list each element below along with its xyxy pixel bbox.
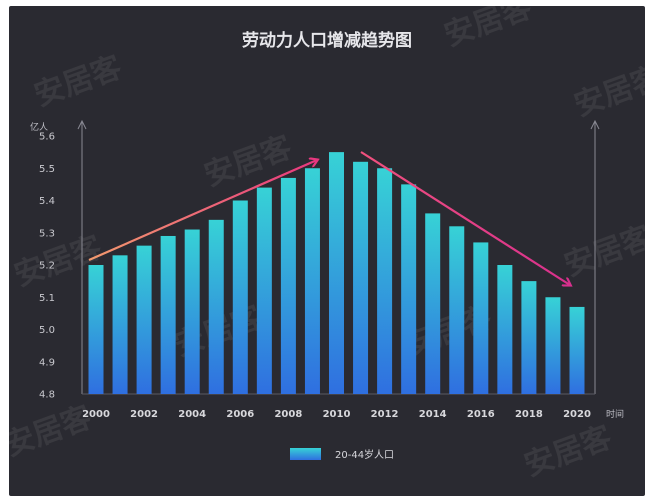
y-tick-label: 4.9 bbox=[39, 357, 55, 368]
y-tick-label: 5.4 bbox=[39, 196, 55, 207]
bar-2019 bbox=[545, 297, 561, 394]
bar-2015 bbox=[449, 226, 465, 394]
x-tick-label: 2020 bbox=[563, 409, 591, 420]
bar-2004 bbox=[184, 229, 200, 394]
bar-2016 bbox=[473, 242, 489, 394]
legend-label: 20-44岁人口 bbox=[335, 448, 394, 461]
y-tick-label: 5.0 bbox=[39, 325, 55, 336]
x-axis-label: 时间 bbox=[606, 408, 624, 420]
bar-2006 bbox=[232, 200, 248, 394]
watermark: 安居客 bbox=[570, 60, 645, 124]
x-tick-label: 2006 bbox=[226, 409, 254, 420]
watermark: 安居客 bbox=[520, 420, 617, 484]
y-tick-label: 5.2 bbox=[39, 261, 55, 272]
x-tick-label: 2018 bbox=[515, 409, 543, 420]
x-tick-label: 2016 bbox=[467, 409, 495, 420]
y-axis-label: 亿人 bbox=[30, 121, 48, 133]
y-tick-label: 5.1 bbox=[39, 293, 55, 304]
bar-2005 bbox=[208, 219, 224, 394]
legend-swatch bbox=[290, 448, 321, 460]
x-tick-label: 2000 bbox=[82, 409, 110, 420]
bar-2010 bbox=[329, 152, 344, 394]
x-tick-label: 2002 bbox=[130, 409, 158, 420]
watermark: 安居客 bbox=[30, 50, 127, 114]
bar-2011 bbox=[353, 161, 369, 394]
y-tick-label: 4.8 bbox=[39, 390, 55, 401]
trend-arrows bbox=[88, 151, 570, 285]
y-tick-label: 5.6 bbox=[39, 132, 55, 143]
bar-2013 bbox=[401, 184, 417, 394]
right-axis-arrow-icon bbox=[590, 119, 600, 130]
chart-frame: 安居客 安居客 安居客 安居客 安居客 安居客 安居客 安居客 安居客 安居客 … bbox=[9, 6, 645, 496]
y-axis-arrow-icon bbox=[77, 119, 87, 130]
x-tick-label: 2014 bbox=[419, 409, 447, 420]
up-trend-arrow bbox=[88, 160, 317, 262]
down-trend-arrow bbox=[360, 151, 570, 285]
bar-2002 bbox=[136, 245, 152, 394]
bar-2009 bbox=[304, 168, 320, 394]
x-ticks: 2000 2002 2004 2006 2008 2010 2012 2014 2016 2018… bbox=[82, 409, 591, 420]
bar-2003 bbox=[160, 235, 176, 394]
bar-2017 bbox=[497, 265, 513, 394]
chart-title: 劳动力人口增减趋势图 bbox=[242, 30, 412, 51]
bar-2008 bbox=[280, 177, 296, 394]
watermark: 安居客 bbox=[440, 6, 537, 54]
y-tick-label: 5.3 bbox=[39, 228, 55, 239]
legend: 20-44岁人口 bbox=[290, 448, 394, 461]
x-tick-label: 2012 bbox=[371, 409, 399, 420]
bar-2018 bbox=[521, 281, 537, 394]
x-tick-label: 2010 bbox=[323, 409, 351, 420]
y-tick-label: 5.5 bbox=[39, 164, 55, 175]
bar-2000 bbox=[88, 265, 104, 394]
bar-2012 bbox=[377, 168, 393, 394]
bar-2014 bbox=[425, 213, 441, 394]
bar-2020 bbox=[569, 306, 585, 394]
chart-svg: 安居客 安居客 安居客 安居客 安居客 安居客 安居客 安居客 安居客 安居客 … bbox=[9, 6, 645, 484]
y-ticks: 4.8 4.9 5.0 5.1 5.2 5.3 5.4 5.5 5.6 bbox=[39, 132, 55, 401]
watermark: 安居客 bbox=[560, 220, 645, 284]
x-tick-label: 2004 bbox=[178, 409, 206, 420]
bar-2007 bbox=[256, 187, 272, 394]
bars bbox=[88, 152, 585, 394]
x-tick-label: 2008 bbox=[274, 409, 302, 420]
bar-2001 bbox=[112, 255, 128, 394]
